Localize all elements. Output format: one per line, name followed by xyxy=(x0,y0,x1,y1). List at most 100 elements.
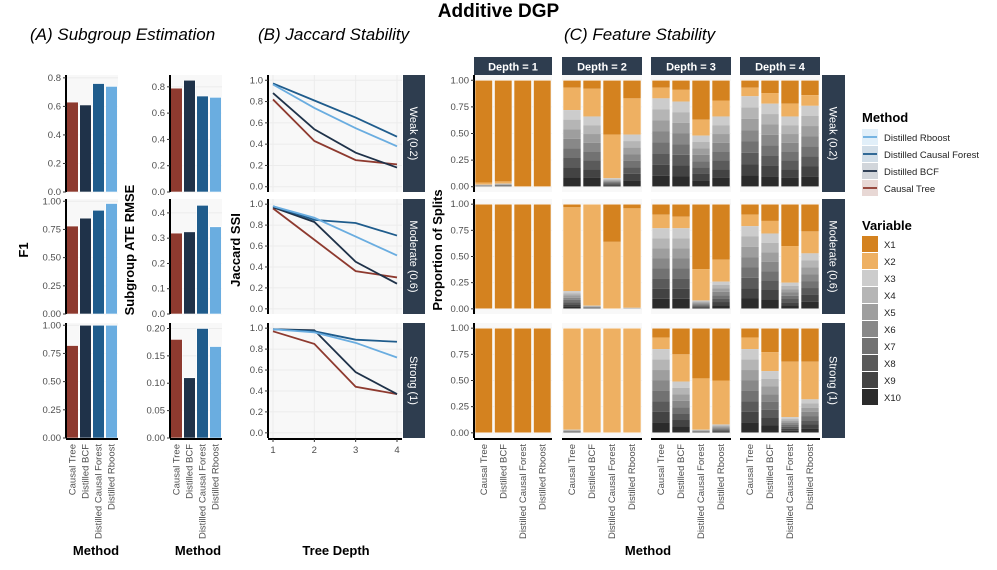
stacked-segment-x10 xyxy=(712,177,730,187)
x-tick-label: Distilled Rboost xyxy=(627,444,638,510)
x-tick-label: Distilled BCF xyxy=(587,444,598,499)
stacked-segment-x7 xyxy=(652,142,670,154)
facet-strip-label: Moderate (0.6) xyxy=(407,220,419,292)
bar-outline xyxy=(562,327,582,434)
stacked-segment-x3 xyxy=(583,116,601,126)
stacked-segment-x1 xyxy=(494,204,512,309)
stacked-segment-x9 xyxy=(741,288,759,299)
stacked-segment-x4 xyxy=(652,238,670,249)
x-axis-title: Method xyxy=(625,543,671,558)
bar-outline xyxy=(513,327,532,434)
stacked-segment-x1 xyxy=(761,328,779,353)
y-tick-label: 0.0 xyxy=(48,187,61,198)
stacked-segment-x9 xyxy=(583,169,601,178)
line-causal-tree xyxy=(272,330,398,395)
stacked-segment-x10 xyxy=(563,306,581,309)
stacked-segment-x2 xyxy=(692,269,710,301)
y-tick-label: 1.00 xyxy=(43,320,62,331)
stacked-segment-x3 xyxy=(741,226,759,237)
y-tick-label: 0.3 xyxy=(152,233,165,244)
stacked-segment-x6 xyxy=(652,131,670,143)
stacked-segment-x9 xyxy=(603,184,621,186)
legend-swatch-x5 xyxy=(862,304,878,320)
bar-outline xyxy=(622,79,642,188)
stacked-segment-x6 xyxy=(692,303,710,305)
y-tick-label: 0.4 xyxy=(152,134,165,145)
stacked-segment-x10 xyxy=(692,307,710,309)
facet-strip xyxy=(403,323,425,438)
stacked-segment-x5 xyxy=(692,302,710,304)
y-tick-label: 0.25 xyxy=(451,402,470,413)
stacked-segment-x9 xyxy=(761,165,779,177)
facet-strip-label: Moderate (0.6) xyxy=(827,220,839,292)
stacked-segment-x9 xyxy=(672,165,690,177)
stacked-segment-x2 xyxy=(741,87,759,97)
y-tick-label: 0.0 xyxy=(152,309,165,320)
stacked-segment-x8 xyxy=(712,429,730,431)
stacked-segment-x1 xyxy=(692,204,710,270)
x-tick-label: Distilled Causal Forest xyxy=(198,444,209,539)
stacked-segment-x4 xyxy=(761,242,779,253)
y-tick-label: 0.1 xyxy=(152,284,165,295)
legend-swatch-x2 xyxy=(862,253,878,269)
bar-outline xyxy=(562,79,582,188)
stacked-segment-x9 xyxy=(712,302,730,306)
stacked-segment-x6 xyxy=(563,138,581,149)
stacked-segment-x6 xyxy=(672,133,690,145)
stacked-segment-x5 xyxy=(652,248,670,259)
stacked-segment-x7 xyxy=(672,268,690,279)
bar-outline xyxy=(533,79,552,188)
bar-outline xyxy=(800,203,820,310)
stacked-segment-x1 xyxy=(475,204,493,309)
legend-label: X3 xyxy=(884,274,896,285)
bar-outline xyxy=(671,203,691,310)
bar-distilled-bcf xyxy=(79,104,92,193)
y-tick-label: 0.4 xyxy=(250,139,263,150)
y-tick-label: 0.00 xyxy=(147,433,166,444)
stacked-segment-x8 xyxy=(712,160,730,170)
x-tick-label: Causal Tree xyxy=(68,444,79,495)
stacked-segment-x5 xyxy=(741,246,759,258)
stacked-segment-x5 xyxy=(583,134,601,143)
bar-outline xyxy=(760,79,780,188)
stacked-segment-x8 xyxy=(603,183,621,185)
bar-outline xyxy=(651,79,671,188)
stacked-segment-x2 xyxy=(623,328,641,433)
stacked-segment-x2 xyxy=(672,216,690,229)
y-tick-label: 0.2 xyxy=(152,161,165,172)
facet-strip-label: Weak (0.2) xyxy=(407,107,419,161)
stacked-segment-x2 xyxy=(652,337,670,350)
facet-strip-label: Weak (0.2) xyxy=(827,107,839,161)
stacked-segment-x1 xyxy=(652,80,670,88)
stacked-segment-x1 xyxy=(741,328,759,338)
y-tick-label: 0.25 xyxy=(451,155,470,166)
stacked-segment-x1 xyxy=(652,204,670,215)
stacked-segment-x1 xyxy=(494,80,512,182)
y-tick-label: 0.00 xyxy=(451,182,470,193)
stacked-segment-x2 xyxy=(801,95,819,106)
stacked-segment-x3 xyxy=(741,349,759,360)
stacked-segment-x10 xyxy=(712,305,730,309)
stacked-segment-x3 xyxy=(781,417,799,420)
stacked-segment-x1 xyxy=(514,80,532,187)
stacked-segment-x7 xyxy=(652,390,670,402)
stacked-segment-x4 xyxy=(672,238,690,249)
x-tick-label: Distilled Rboost xyxy=(716,444,727,510)
facet-strip xyxy=(403,75,425,192)
legend-label: Distilled BCF xyxy=(884,167,939,178)
stacked-segment-x9 xyxy=(741,164,759,176)
stacked-segment-x10 xyxy=(741,422,759,433)
stacked-segment-x2 xyxy=(692,119,710,136)
y-tick-label: 0.25 xyxy=(43,281,62,292)
stacked-segment-x6 xyxy=(781,142,799,152)
stacked-segment-x1 xyxy=(623,204,641,209)
line-causal-tree xyxy=(272,207,398,279)
bar-causal-tree xyxy=(170,87,183,193)
stacked-segment-x6 xyxy=(672,258,690,269)
stacked-segment-x6 xyxy=(672,400,690,408)
bar-outline xyxy=(780,327,800,434)
stacked-segment-x5 xyxy=(672,122,690,134)
stacked-segment-x2 xyxy=(603,134,621,179)
stacked-segment-x2 xyxy=(781,103,799,117)
